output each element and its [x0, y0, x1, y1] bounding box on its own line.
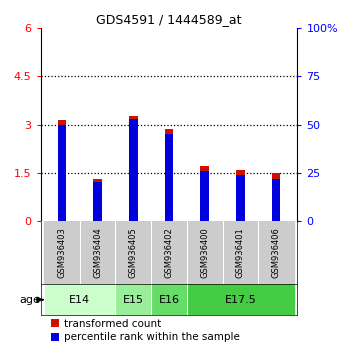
Bar [57, 125, 67, 221]
Bar [151, 221, 187, 284]
Bar [165, 134, 173, 221]
Title: GDS4591 / 1444589_at: GDS4591 / 1444589_at [96, 13, 242, 26]
Bar [129, 119, 138, 221]
Text: E17.5: E17.5 [224, 295, 256, 305]
Bar [93, 178, 102, 221]
Text: GSM936406: GSM936406 [271, 227, 281, 278]
Bar [116, 221, 151, 284]
Text: GSM936403: GSM936403 [57, 227, 67, 278]
Text: GSM936405: GSM936405 [129, 227, 138, 278]
Text: age: age [19, 295, 40, 305]
Bar [187, 221, 222, 284]
Text: GSM936400: GSM936400 [200, 227, 209, 278]
Bar [271, 173, 281, 221]
Bar [165, 130, 173, 221]
Bar [116, 284, 151, 315]
Text: GSM936401: GSM936401 [236, 227, 245, 278]
Bar [258, 221, 294, 284]
Bar [222, 221, 258, 284]
Text: E15: E15 [123, 295, 144, 305]
Text: E16: E16 [159, 295, 179, 305]
Bar [151, 284, 187, 315]
Bar [129, 116, 138, 221]
Legend: transformed count, percentile rank within the sample: transformed count, percentile rank withi… [51, 319, 240, 342]
Bar [44, 221, 80, 284]
Bar [57, 120, 67, 221]
Bar [200, 171, 209, 221]
Bar [200, 166, 209, 221]
Bar [236, 170, 245, 221]
Text: GSM936404: GSM936404 [93, 227, 102, 278]
Bar [93, 182, 102, 221]
Text: GSM936402: GSM936402 [165, 227, 173, 278]
Bar [236, 175, 245, 221]
Text: E14: E14 [69, 295, 90, 305]
Bar [44, 284, 116, 315]
Bar [271, 178, 281, 221]
Bar [187, 284, 294, 315]
Bar [80, 221, 116, 284]
